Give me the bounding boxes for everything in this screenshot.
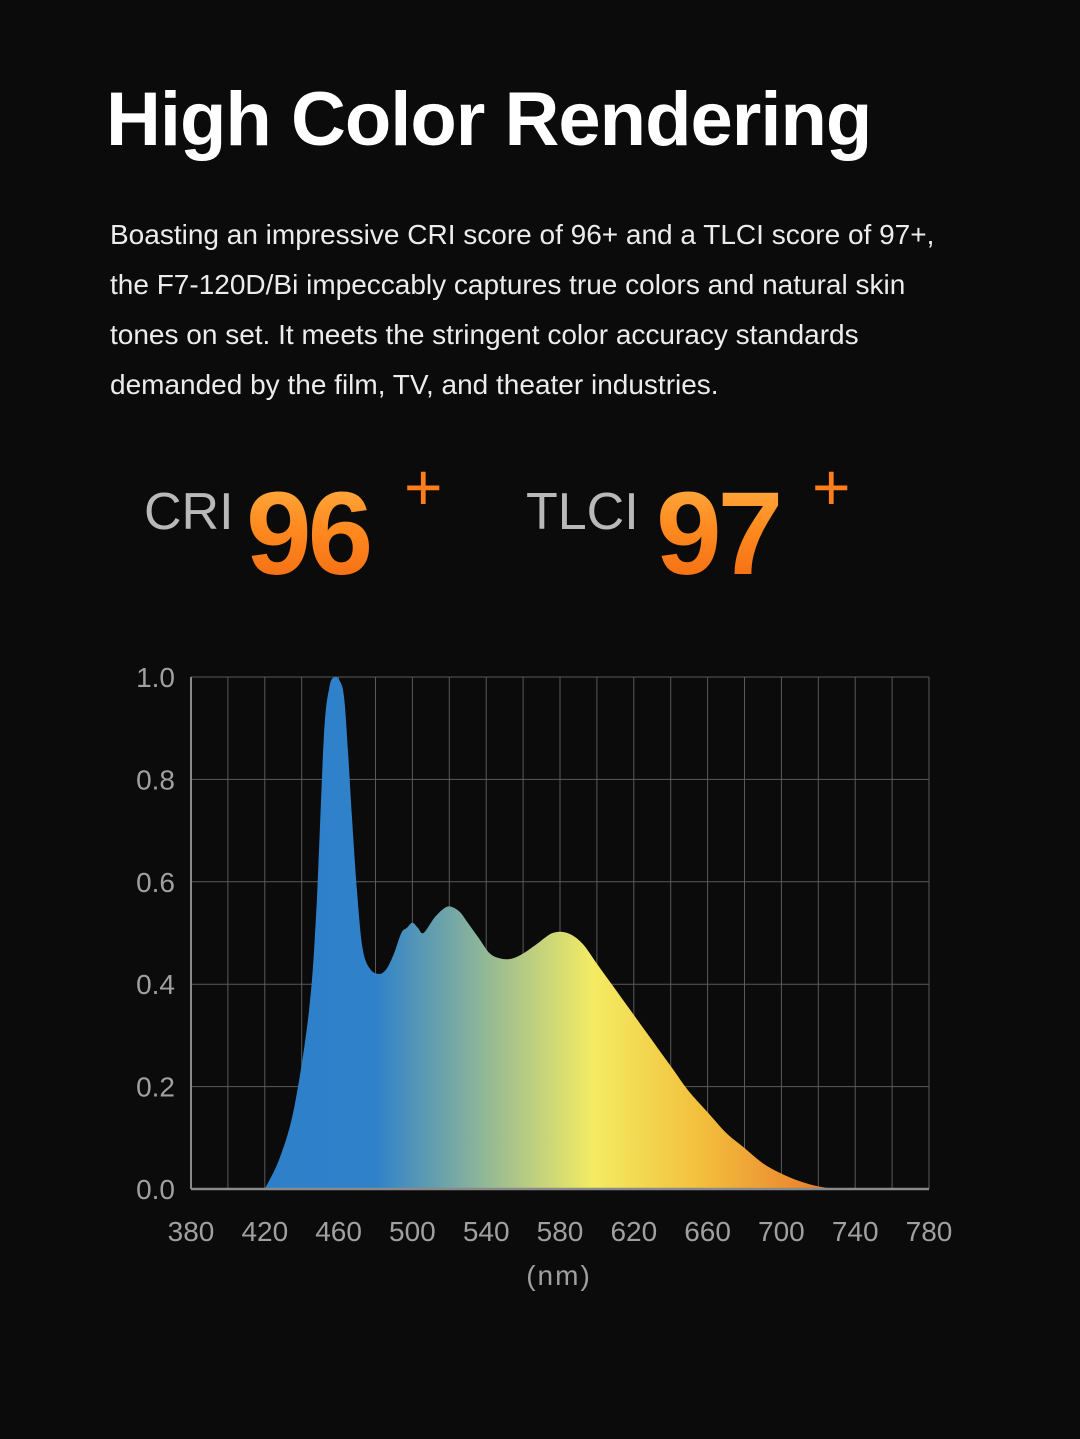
spectrum-area <box>264 676 920 1189</box>
x-tick-label: 660 <box>684 1216 731 1247</box>
spectrum-chart: 380 420 460 500 540 580 620 660 700 740 780 0.0 0.2… <box>136 662 953 1291</box>
description-line: demanded by the film, TV, and theater in… <box>110 369 719 400</box>
x-tick-label: 540 <box>463 1216 510 1247</box>
y-tick-label: 0.8 <box>136 764 175 795</box>
tlci-label: TLCI <box>526 483 639 541</box>
tlci-plus: + <box>812 450 851 524</box>
y-tick-label: 0.4 <box>136 969 175 1000</box>
y-tick-labels: 0.0 0.2 0.4 0.6 0.8 1.0 <box>136 662 175 1205</box>
x-tick-label: 700 <box>758 1216 805 1247</box>
description-line: the F7-120D/Bi impeccably captures true … <box>110 269 906 300</box>
x-tick-label: 460 <box>315 1216 362 1247</box>
x-tick-label: 740 <box>832 1216 879 1247</box>
cri-value: 96 <box>246 468 373 600</box>
y-tick-label: 1.0 <box>136 662 175 693</box>
tlci-value: 97 <box>656 468 783 600</box>
y-tick-label: 0.0 <box>136 1174 175 1205</box>
x-tick-label: 500 <box>389 1216 436 1247</box>
description-line: tones on set. It meets the stringent col… <box>110 319 859 350</box>
tlci-score: TLCI 97 + <box>526 454 866 610</box>
chart-axes <box>190 677 929 1191</box>
cri-score: CRI 96 + <box>144 454 464 610</box>
x-axis-label: (nm) <box>526 1260 592 1291</box>
y-tick-label: 0.2 <box>136 1072 175 1103</box>
x-tick-label: 580 <box>537 1216 584 1247</box>
x-tick-labels: 380 420 460 500 540 580 620 660 700 740 780 <box>168 1216 953 1247</box>
x-tick-label: 420 <box>241 1216 288 1247</box>
description-line: Boasting an impressive CRI score of 96+ … <box>110 219 935 250</box>
x-tick-label: 780 <box>906 1216 953 1247</box>
cri-label: CRI <box>144 483 234 541</box>
description: Boasting an impressive CRI score of 96+ … <box>110 210 990 410</box>
y-tick-label: 0.6 <box>136 867 175 898</box>
cri-plus: + <box>404 450 443 524</box>
page-title: High Color Rendering <box>106 77 872 162</box>
x-tick-label: 380 <box>168 1216 215 1247</box>
x-tick-label: 620 <box>610 1216 657 1247</box>
